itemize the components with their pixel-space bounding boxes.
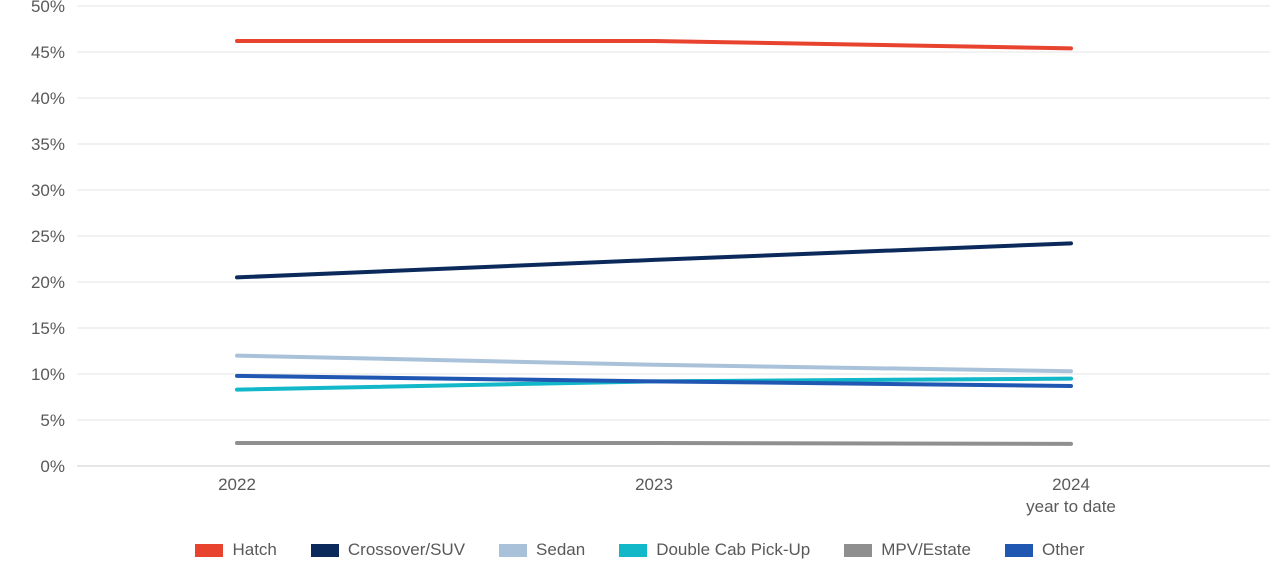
legend-swatch [311, 544, 339, 557]
y-tick-label: 45% [31, 43, 65, 62]
legend-item: Crossover/SUV [311, 540, 465, 560]
x-tick-subtext: year to date [1026, 497, 1116, 516]
legend-label: Hatch [232, 540, 276, 560]
legend-label: MPV/Estate [881, 540, 971, 560]
y-tick-label: 0% [40, 457, 65, 476]
legend-swatch [619, 544, 647, 557]
y-tick-label: 5% [40, 411, 65, 430]
legend-label: Other [1042, 540, 1085, 560]
legend-swatch [195, 544, 223, 557]
y-tick-label: 15% [31, 319, 65, 338]
chart-svg: 0% 5% 10% 15% 20% 25% 30% 35% 40% 45% 50% 2022 2023 2… [0, 0, 1280, 567]
y-tick-label: 10% [31, 365, 65, 384]
legend-swatch [499, 544, 527, 557]
series-line [237, 443, 1071, 444]
x-tick-label: 2024 [1052, 475, 1090, 494]
legend-item: Sedan [499, 540, 585, 560]
y-tick-label: 40% [31, 89, 65, 108]
series-line [237, 356, 1071, 372]
legend-label: Crossover/SUV [348, 540, 465, 560]
legend-swatch [844, 544, 872, 557]
legend-item: Other [1005, 540, 1085, 560]
chart-legend: Hatch Crossover/SUV Sedan Double Cab Pick-U… [0, 540, 1280, 560]
legend-item: Double Cab Pick-Up [619, 540, 810, 560]
y-tick-label: 50% [31, 0, 65, 16]
x-tick-label: 2023 [635, 475, 673, 494]
legend-item: Hatch [195, 540, 276, 560]
legend-item: MPV/Estate [844, 540, 971, 560]
series-line [237, 243, 1071, 277]
legend-swatch [1005, 544, 1033, 557]
y-tick-label: 35% [31, 135, 65, 154]
y-tick-label: 30% [31, 181, 65, 200]
x-tick-label: 2022 [218, 475, 256, 494]
y-tick-label: 25% [31, 227, 65, 246]
legend-label: Sedan [536, 540, 585, 560]
y-tick-label: 20% [31, 273, 65, 292]
series-line [237, 41, 1071, 48]
legend-label: Double Cab Pick-Up [656, 540, 810, 560]
vehicle-bodytype-share-chart: 0% 5% 10% 15% 20% 25% 30% 35% 40% 45% 50% 2022 2023 2… [0, 0, 1280, 567]
